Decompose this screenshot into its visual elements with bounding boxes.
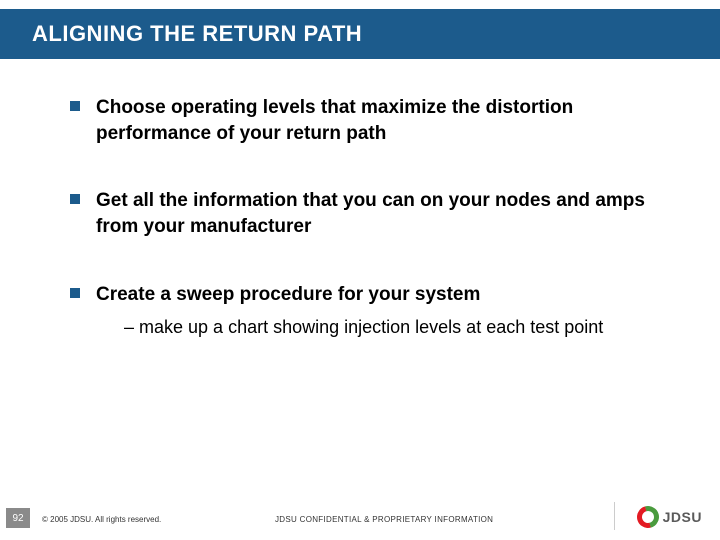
company-logo: JDSU <box>637 506 702 528</box>
footer: 92 © 2005 JDSU. All rights reserved. JDS… <box>0 502 720 530</box>
slide: ALIGNING THE RETURN PATH Choose operatin… <box>0 0 720 540</box>
logo-swirl-icon <box>637 506 659 528</box>
confidential-text: JDSU CONFIDENTIAL & PROPRIETARY INFORMAT… <box>275 515 493 524</box>
page-number: 92 <box>6 508 30 528</box>
logo-text: JDSU <box>663 509 702 525</box>
bullet-item: Choose operating levels that maximize th… <box>70 95 680 146</box>
footer-divider <box>614 502 615 530</box>
bullet-item: Create a sweep procedure for your system… <box>70 282 680 339</box>
bullet-text: Create a sweep procedure for your system <box>96 282 680 308</box>
title-bar: ALIGNING THE RETURN PATH <box>0 9 720 59</box>
bullet-mark-icon <box>70 194 80 204</box>
bullet-item: Get all the information that you can on … <box>70 188 680 239</box>
bullet-text: Get all the information that you can on … <box>96 188 680 239</box>
slide-title: ALIGNING THE RETURN PATH <box>32 21 362 47</box>
content-area: Choose operating levels that maximize th… <box>70 95 680 338</box>
bullet-text: Choose operating levels that maximize th… <box>96 95 680 146</box>
sub-bullet-text: – make up a chart showing injection leve… <box>124 317 680 338</box>
copyright-text: © 2005 JDSU. All rights reserved. <box>42 515 161 524</box>
bullet-mark-icon <box>70 288 80 298</box>
bullet-mark-icon <box>70 101 80 111</box>
